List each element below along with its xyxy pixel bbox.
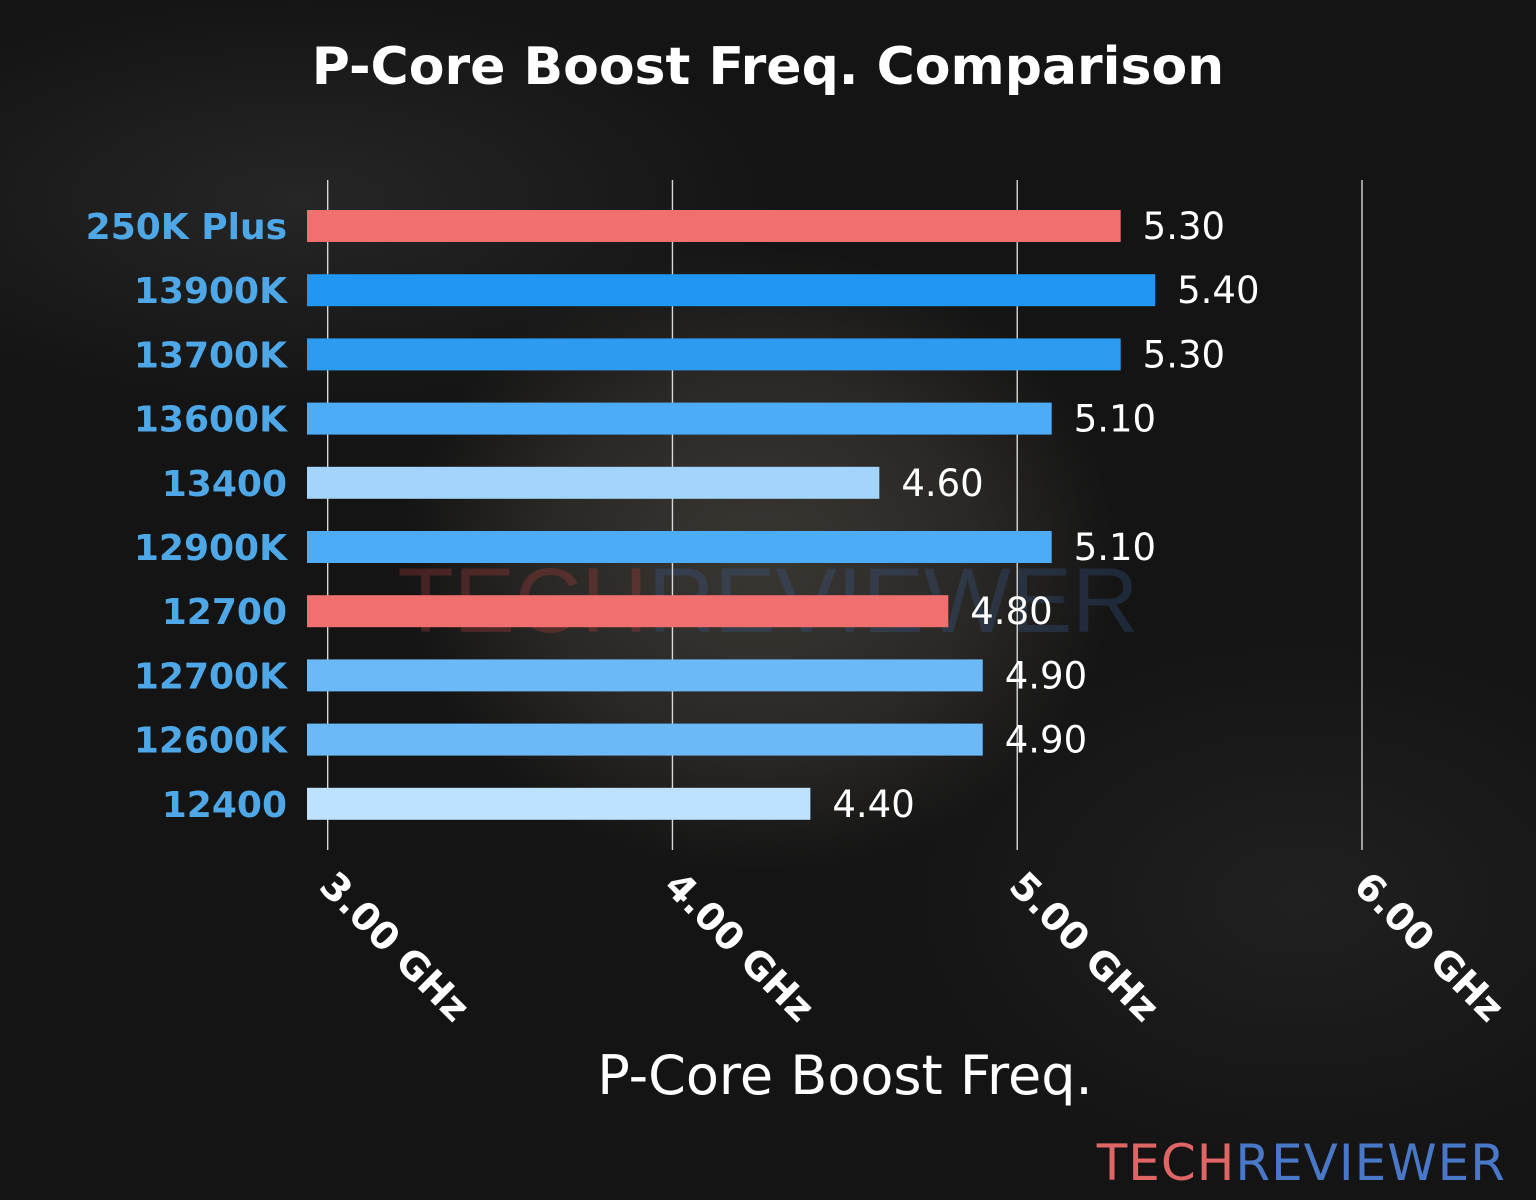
bar bbox=[307, 723, 983, 756]
category-labels: 250K Plus 13900K 13700K 13600K 13400 12900K 12… bbox=[86, 207, 288, 826]
bars bbox=[307, 210, 1156, 820]
bar-value-label: 5.10 bbox=[1074, 398, 1156, 441]
bar bbox=[307, 531, 1052, 563]
x-tick-label: 5.00 GHz bbox=[1001, 863, 1168, 1030]
x-tick-label: 3.00 GHz bbox=[311, 863, 478, 1030]
brand-logo-tech: TECH bbox=[1096, 1134, 1236, 1192]
brand-logo-reviewer: REVIEWER bbox=[1235, 1134, 1506, 1192]
category-label: 250K Plus bbox=[86, 207, 287, 248]
category-label: 13900K bbox=[134, 271, 288, 312]
bar bbox=[307, 595, 949, 628]
bar-value-label: 4.90 bbox=[1005, 719, 1087, 762]
x-tick-labels: 3.00 GHz 4.00 GHz 5.00 GHz 6.00 GHz bbox=[311, 863, 1512, 1030]
bar bbox=[307, 659, 983, 692]
category-label: 12700 bbox=[162, 592, 287, 633]
bar-value-label: 4.40 bbox=[832, 783, 914, 826]
bar bbox=[307, 274, 1156, 307]
bar-value-label: 4.60 bbox=[901, 462, 983, 505]
bar-value-label: 5.30 bbox=[1143, 205, 1225, 248]
bar-value-label: 4.90 bbox=[1005, 654, 1087, 697]
bar bbox=[307, 466, 880, 499]
bar bbox=[307, 787, 811, 820]
x-axis-label: P-Core Boost Freq. bbox=[597, 1044, 1092, 1107]
x-tick-label: 6.00 GHz bbox=[1346, 863, 1513, 1030]
category-label: 13700K bbox=[134, 335, 288, 376]
bar-value-label: 4.80 bbox=[970, 590, 1052, 633]
x-tick-label: 4.00 GHz bbox=[656, 863, 823, 1030]
chart-title: P-Core Boost Freq. Comparison bbox=[312, 37, 1224, 97]
category-label: 13600K bbox=[134, 400, 288, 441]
category-label: 12700K bbox=[134, 656, 288, 697]
category-label: 12600K bbox=[134, 721, 288, 762]
category-label: 13400 bbox=[162, 464, 287, 505]
category-label: 12400 bbox=[162, 785, 287, 826]
bar bbox=[307, 338, 1121, 371]
category-label: 12900K bbox=[134, 528, 288, 569]
bar-value-label: 5.40 bbox=[1177, 269, 1259, 312]
bar-value-label: 5.10 bbox=[1074, 526, 1156, 569]
bar bbox=[307, 210, 1121, 242]
bar bbox=[307, 402, 1052, 435]
brand-logo: TECHREVIEWER bbox=[1097, 1134, 1506, 1192]
bar-value-label: 5.30 bbox=[1143, 333, 1225, 376]
value-labels: 5.30 5.40 5.30 5.10 4.60 5.10 4.80 4.90 4.90 4.40 bbox=[832, 205, 1259, 826]
